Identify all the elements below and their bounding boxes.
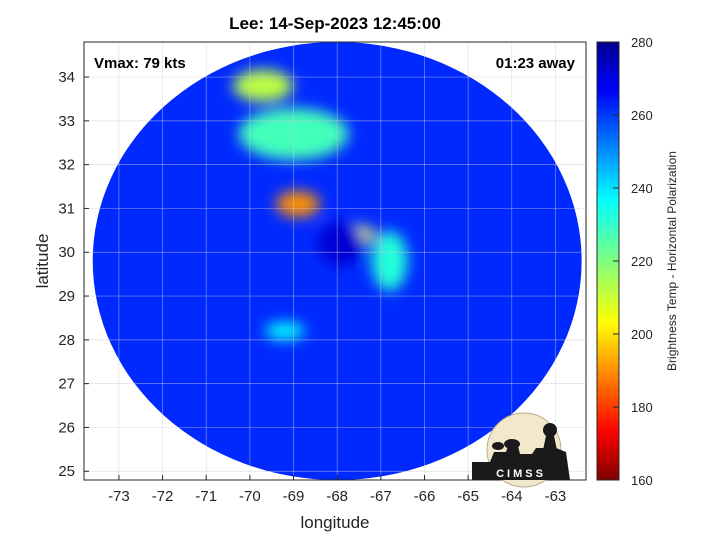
x-axis-label: longitude bbox=[300, 513, 369, 532]
y-tick-label: 29 bbox=[58, 288, 75, 305]
x-tick-label: -69 bbox=[283, 488, 305, 505]
feature-band-northwest bbox=[232, 69, 293, 102]
y-tick-label: 33 bbox=[58, 113, 75, 130]
feature-band-east bbox=[371, 231, 408, 291]
grid-lines bbox=[84, 42, 586, 480]
x-tick-label: -73 bbox=[108, 488, 130, 505]
y-tick-label: 30 bbox=[58, 244, 75, 261]
colorbar-label: Brightness Temp - Horizontal Polarizatio… bbox=[665, 151, 679, 371]
cimss-logo-text: CIMSS bbox=[496, 468, 546, 480]
cimss-logo: CIMSS bbox=[472, 412, 570, 488]
chart-title: Lee: 14-Sep-2023 12:45:00 bbox=[229, 14, 441, 33]
x-tick-label: -68 bbox=[326, 488, 348, 505]
feature-eye bbox=[317, 221, 366, 266]
colorbar-tick-label: 280 bbox=[631, 35, 653, 50]
x-axis-ticks: -73 -72 -71 -70 -69 -68 -67 -66 -65 -64 -63 bbox=[108, 475, 566, 505]
y-tick-label: 26 bbox=[58, 419, 75, 436]
feature-eyewall-north bbox=[275, 191, 320, 218]
feature-band-south bbox=[264, 322, 305, 341]
x-tick-label: -65 bbox=[457, 488, 479, 505]
x-tick-label: -71 bbox=[195, 488, 217, 505]
x-tick-label: -70 bbox=[239, 488, 261, 505]
x-tick-label: -66 bbox=[414, 488, 436, 505]
colorbar-tick-label: 220 bbox=[631, 254, 653, 269]
y-axis-label: latitude bbox=[33, 234, 52, 289]
y-axis-ticks: 25 26 27 28 29 30 31 32 33 34 bbox=[58, 69, 89, 480]
x-tick-label: -72 bbox=[152, 488, 174, 505]
colorbar-tick-label: 240 bbox=[631, 181, 653, 196]
y-tick-label: 31 bbox=[58, 200, 75, 217]
y-tick-label: 32 bbox=[58, 157, 75, 174]
x-tick-label: -67 bbox=[370, 488, 392, 505]
y-tick-label: 27 bbox=[58, 376, 75, 393]
vmax-annotation: Vmax: 79 kts bbox=[94, 55, 186, 72]
y-tick-label: 34 bbox=[58, 69, 75, 86]
time-away-annotation: 01:23 away bbox=[496, 55, 576, 72]
colorbar-ticks: 160 180 200 220 240 260 280 bbox=[613, 35, 653, 488]
y-tick-label: 28 bbox=[58, 332, 75, 349]
colorbar-tick-label: 160 bbox=[631, 473, 653, 488]
axes-frame bbox=[83, 41, 587, 481]
colorbar-tick-label: 200 bbox=[631, 327, 653, 342]
colorbar-tick-label: 180 bbox=[631, 400, 653, 415]
x-tick-label: -63 bbox=[545, 488, 567, 505]
colorbar-tick-label: 260 bbox=[631, 108, 653, 123]
y-tick-label: 25 bbox=[58, 463, 75, 480]
x-tick-label: -64 bbox=[501, 488, 523, 505]
